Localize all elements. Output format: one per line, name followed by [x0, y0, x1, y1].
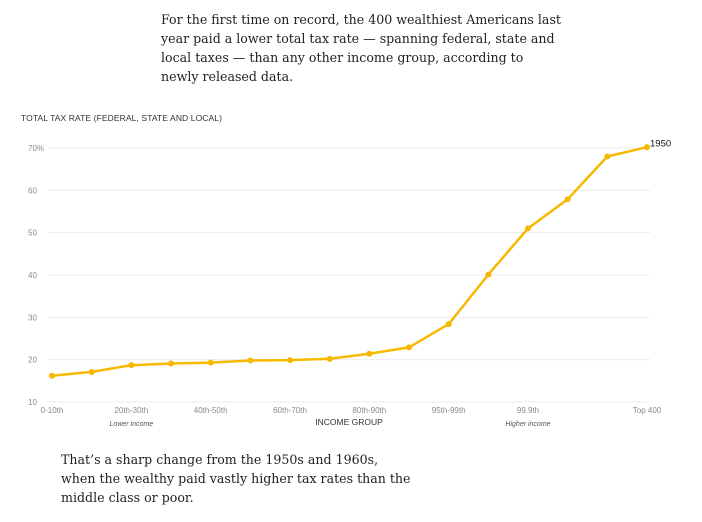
y-tick-label: 40	[28, 271, 37, 280]
y-tick-label: 60	[28, 186, 37, 195]
x-tick-label: 20th-30th	[114, 406, 148, 415]
data-point	[247, 357, 254, 364]
x-tick-label: 60th-70th	[273, 406, 307, 415]
x-tick-label: 40th-50th	[194, 406, 228, 415]
data-point	[406, 344, 412, 351]
chart-title: TOTAL TAX RATE (FEDERAL, STATE AND LOCAL…	[21, 113, 223, 123]
y-axis-ticks: 10 20 30 40 50 60 70%	[28, 144, 44, 407]
gridlines	[48, 147, 650, 403]
data-point	[207, 359, 214, 366]
income-group-label: Lower income	[110, 421, 154, 428]
series-end-label: 1950	[650, 139, 671, 150]
data-point	[485, 271, 492, 278]
data-point	[644, 144, 650, 151]
data-point	[564, 196, 571, 203]
series-line	[51, 145, 648, 378]
income-group-label: Higher income	[505, 421, 550, 428]
data-point	[326, 355, 333, 362]
x-tick-label: 0-10th	[41, 406, 64, 415]
data-point	[445, 321, 452, 328]
x-tick-label: 95th-99th	[432, 406, 466, 415]
x-axis-label: INCOME GROUP	[315, 417, 383, 427]
y-tick-label: 50	[28, 229, 37, 238]
y-tick-label: 30	[28, 313, 37, 322]
data-point	[366, 350, 373, 357]
data-point	[128, 362, 135, 369]
data-point	[604, 153, 611, 160]
data-point	[525, 225, 531, 232]
series-points	[49, 144, 650, 379]
series-lines	[51, 145, 648, 378]
data-point	[49, 372, 55, 379]
intro-paragraph: For the first time on record, the 400 we…	[161, 12, 561, 84]
outro-paragraph: That’s a sharp change from the 1950s and…	[61, 452, 411, 505]
data-point	[168, 360, 174, 367]
x-tick-label: Top 400	[633, 406, 662, 415]
data-point	[88, 368, 95, 375]
y-tick-label: 70%	[28, 144, 44, 153]
x-axis-ticks: 0-10th 20th-30th 40th-50th 60th-70th 80th-90…	[41, 406, 662, 428]
x-tick-label: 80th-90th	[352, 406, 386, 415]
y-tick-label: 10	[28, 398, 37, 407]
x-tick-label: 99.9th	[517, 406, 539, 415]
y-tick-label: 20	[28, 356, 37, 365]
data-point	[287, 357, 293, 364]
